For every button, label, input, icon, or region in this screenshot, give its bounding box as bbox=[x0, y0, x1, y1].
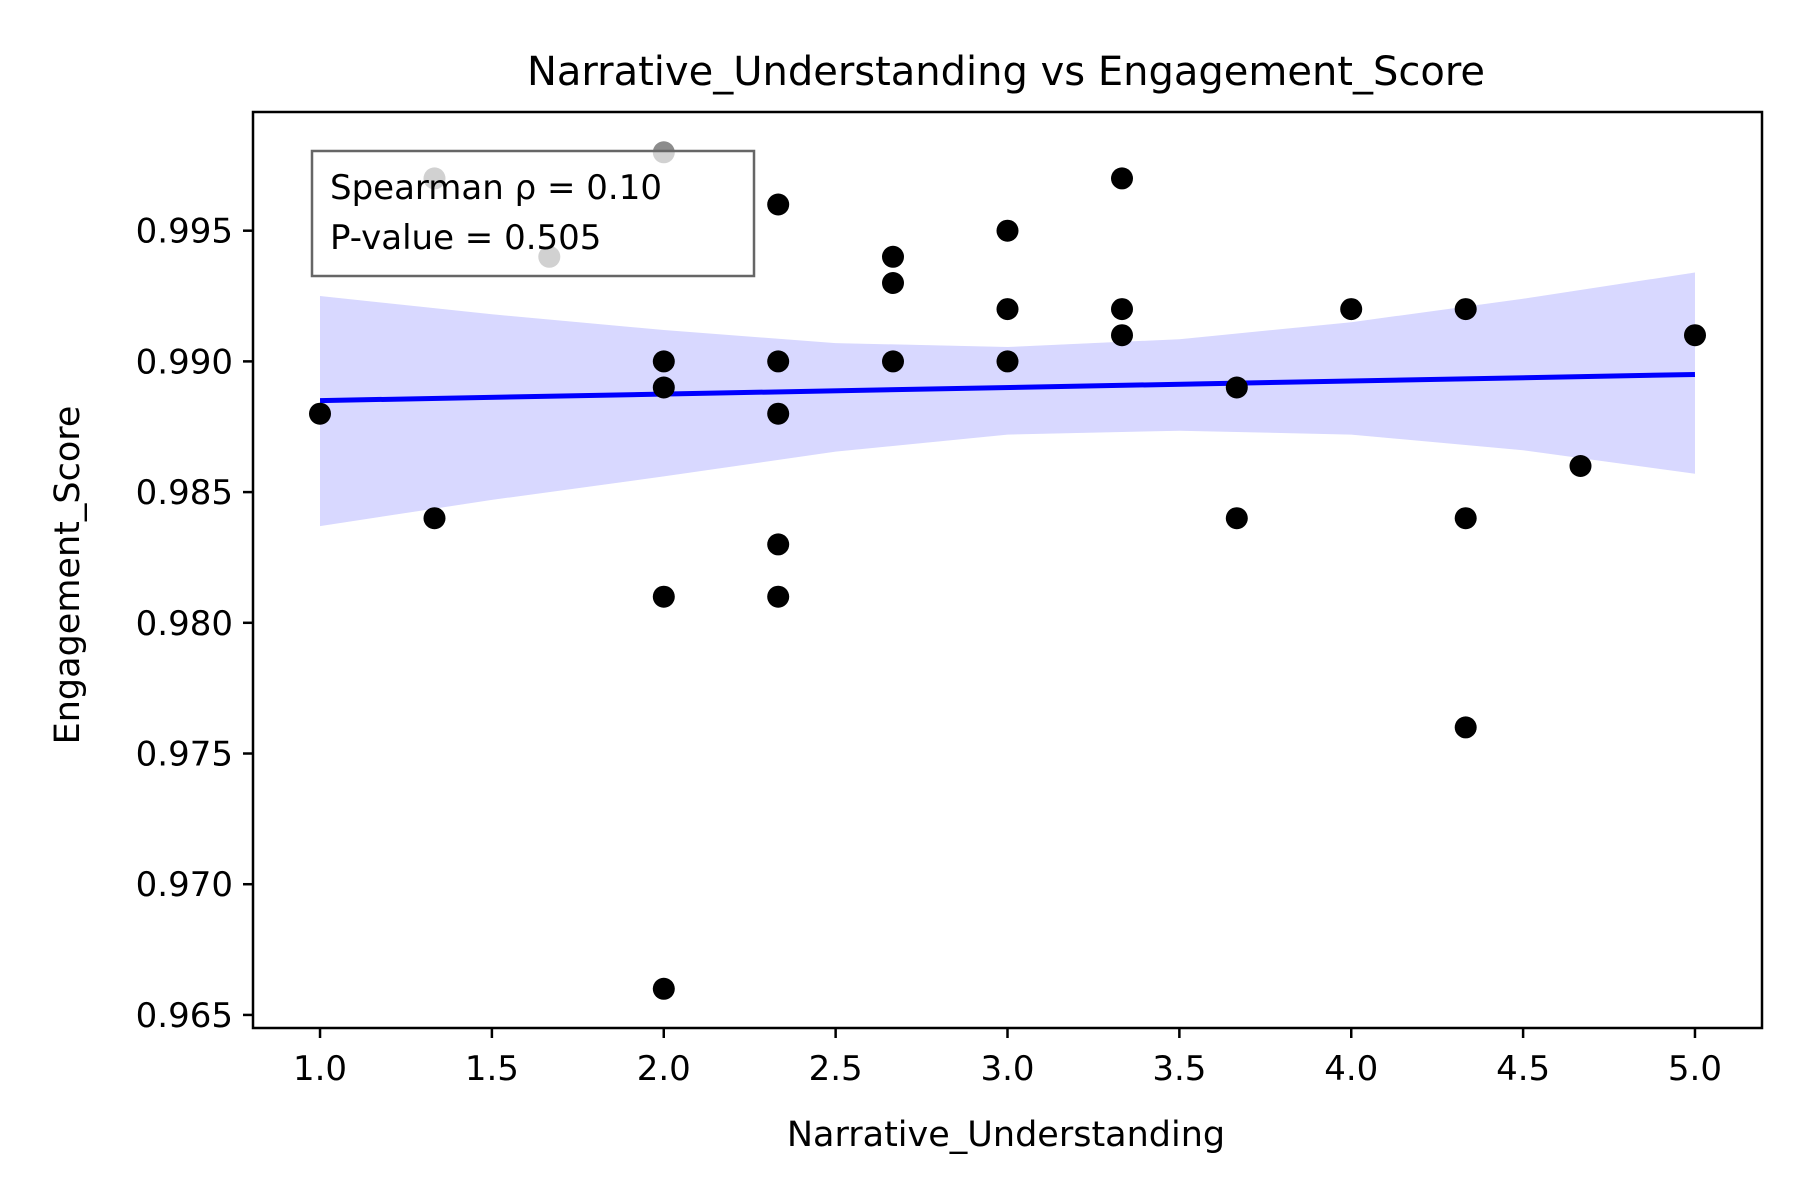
regression-line bbox=[319, 371, 1696, 404]
y-tick-label: 0.990 bbox=[136, 342, 233, 382]
data-point bbox=[423, 507, 446, 530]
data-point bbox=[652, 977, 675, 1000]
y-axis-label: Engagement_Score bbox=[48, 406, 88, 745]
data-point bbox=[882, 272, 904, 294]
p-value-text: P-value = 0.505 bbox=[330, 218, 601, 258]
data-point bbox=[996, 298, 1019, 321]
data-point bbox=[1225, 507, 1248, 530]
stats-annotation-box bbox=[310, 149, 756, 278]
data-point bbox=[1225, 376, 1248, 399]
data-point bbox=[1111, 298, 1133, 321]
x-tick-label: 5.0 bbox=[1668, 1049, 1722, 1089]
y-tick-label: 0.965 bbox=[136, 996, 233, 1036]
x-tick-label: 4.5 bbox=[1496, 1049, 1550, 1089]
spearman-rho-text: Spearman ρ = 0.10 bbox=[330, 168, 662, 208]
y-tick-label: 0.995 bbox=[136, 212, 233, 252]
data-point bbox=[1111, 324, 1133, 347]
data-point bbox=[309, 402, 331, 425]
confidence-band bbox=[320, 272, 1695, 527]
chart-title: Narrative_Understanding vs Engagement_Sc… bbox=[527, 49, 1485, 95]
y-tick-label: 0.970 bbox=[136, 865, 233, 905]
data-point bbox=[1569, 455, 1592, 477]
data-point bbox=[882, 350, 904, 373]
x-tick-label: 1.5 bbox=[465, 1049, 519, 1089]
data-point bbox=[1684, 324, 1706, 347]
data-point bbox=[767, 402, 790, 425]
data-point bbox=[767, 193, 790, 216]
x-tick-label: 2.5 bbox=[809, 1049, 863, 1089]
data-point bbox=[1454, 507, 1477, 530]
data-point bbox=[1111, 167, 1133, 190]
y-tick-label: 0.975 bbox=[136, 735, 233, 775]
x-axis-label: Narrative_Understanding bbox=[787, 1115, 1225, 1155]
x-tick-label: 4.0 bbox=[1324, 1049, 1378, 1089]
data-point bbox=[652, 585, 675, 608]
data-point bbox=[1454, 716, 1477, 739]
data-point bbox=[652, 350, 675, 373]
data-point bbox=[882, 245, 904, 268]
x-tick-label: 3.0 bbox=[980, 1049, 1034, 1089]
data-point bbox=[767, 585, 790, 608]
data-point bbox=[767, 350, 790, 373]
y-tick-label: 0.980 bbox=[136, 604, 233, 644]
x-tick-label: 2.0 bbox=[637, 1049, 691, 1089]
data-point bbox=[996, 350, 1019, 373]
x-tick-label: 3.5 bbox=[1152, 1049, 1206, 1089]
data-point bbox=[996, 219, 1019, 242]
data-point bbox=[767, 533, 790, 556]
data-point bbox=[1454, 298, 1477, 321]
x-tick-label: 1.0 bbox=[293, 1049, 347, 1089]
y-tick-label: 0.985 bbox=[136, 473, 233, 513]
data-point bbox=[1340, 298, 1363, 321]
data-point bbox=[652, 376, 675, 399]
